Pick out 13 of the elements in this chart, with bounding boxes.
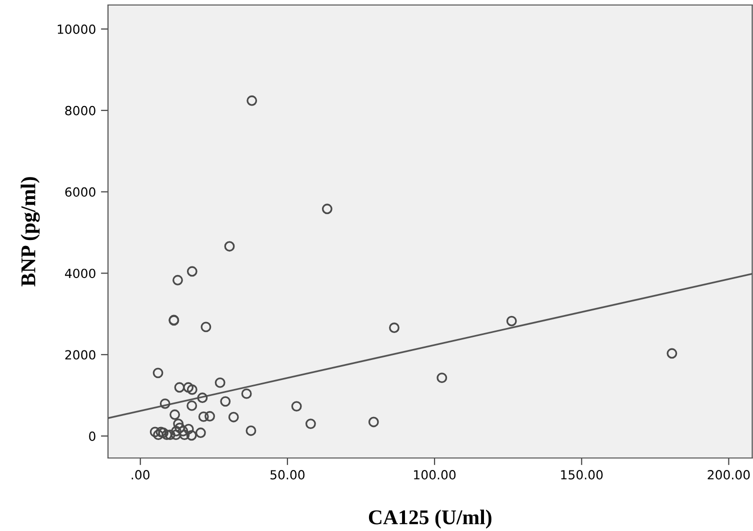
x-tick-label: 50.00	[270, 470, 305, 480]
y-tick-label: 0	[89, 431, 96, 441]
y-tick-label: 10000	[58, 24, 96, 34]
y-tick-label: 4000	[64, 268, 96, 278]
y-tick-label: 6000	[65, 187, 96, 197]
x-tick-label: 200.00	[708, 470, 750, 480]
x-tick-label: 150.00	[561, 470, 603, 480]
x-tick-label: .00	[132, 470, 150, 480]
x-axis-title: CA125 (U/ml)	[368, 510, 492, 529]
y-tick-label: 8000	[65, 106, 96, 116]
y-tick-label: 2000	[65, 350, 96, 360]
x-tick-label: 100.00	[414, 470, 456, 480]
y-axis-title: BNP (pg/ml)	[20, 177, 40, 286]
